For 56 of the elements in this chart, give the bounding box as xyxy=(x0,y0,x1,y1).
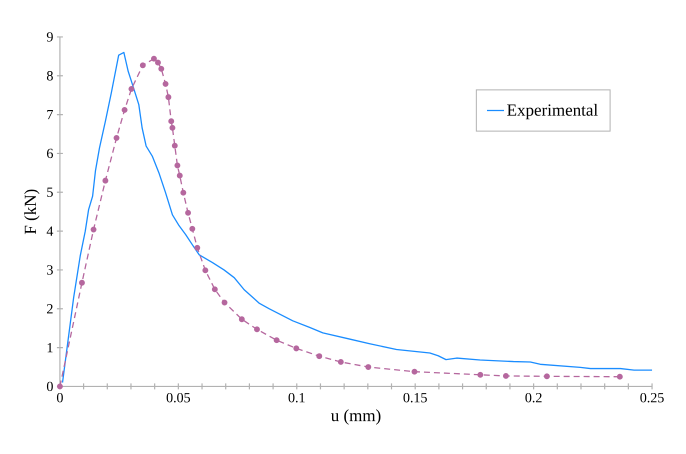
point xyxy=(151,56,157,62)
x-tick-label: 0.05 xyxy=(166,392,190,402)
x-tick-label: 0 xyxy=(56,392,63,402)
x-tick-label: 0.2 xyxy=(525,392,542,402)
point xyxy=(114,134,120,141)
point xyxy=(274,337,280,344)
point xyxy=(316,353,322,359)
point xyxy=(502,372,509,379)
point xyxy=(128,86,134,92)
point xyxy=(212,286,218,292)
y-tick-label: 1 xyxy=(48,342,53,352)
point xyxy=(169,124,176,131)
point xyxy=(176,172,183,178)
y-tick-label: 9 xyxy=(46,32,53,42)
point xyxy=(180,190,186,196)
y-tick-label: 3 xyxy=(47,265,53,274)
point xyxy=(155,59,161,66)
point xyxy=(158,66,164,72)
point xyxy=(79,280,85,286)
point xyxy=(168,118,174,124)
y-tick-label: 4 xyxy=(46,226,54,236)
point xyxy=(202,267,208,274)
point xyxy=(165,94,172,100)
y-tick-label: 6 xyxy=(47,148,53,158)
point xyxy=(412,368,418,374)
x-axis-title: u (mm) xyxy=(330,409,380,425)
x-tick-label: 0.15 xyxy=(404,392,427,402)
point xyxy=(194,244,200,251)
y-tick-label: 0 xyxy=(46,382,53,391)
y-tick-label: 7 xyxy=(47,110,53,120)
point xyxy=(254,326,260,332)
point xyxy=(365,364,372,370)
point xyxy=(185,210,192,216)
x-tick-label: 0.1 xyxy=(288,392,305,402)
point xyxy=(102,178,108,184)
point xyxy=(56,383,63,390)
y-tick-label: 2 xyxy=(47,304,53,314)
point xyxy=(90,226,96,232)
point xyxy=(477,372,484,378)
point xyxy=(338,358,344,365)
point xyxy=(140,62,146,68)
y-axis-title: F (kN) xyxy=(24,189,40,234)
y-tick-label: 5 xyxy=(47,187,53,197)
x-tick-label: 0.25 xyxy=(640,392,664,402)
legend-label: Experimental xyxy=(507,104,598,120)
point xyxy=(189,226,196,232)
point xyxy=(122,106,128,113)
point xyxy=(544,373,550,380)
point xyxy=(172,142,178,148)
point xyxy=(222,299,228,306)
point xyxy=(616,374,623,380)
y-tick-label: 8 xyxy=(46,70,53,80)
point xyxy=(293,345,300,352)
point xyxy=(174,162,180,168)
point xyxy=(162,80,169,87)
point xyxy=(238,316,245,322)
